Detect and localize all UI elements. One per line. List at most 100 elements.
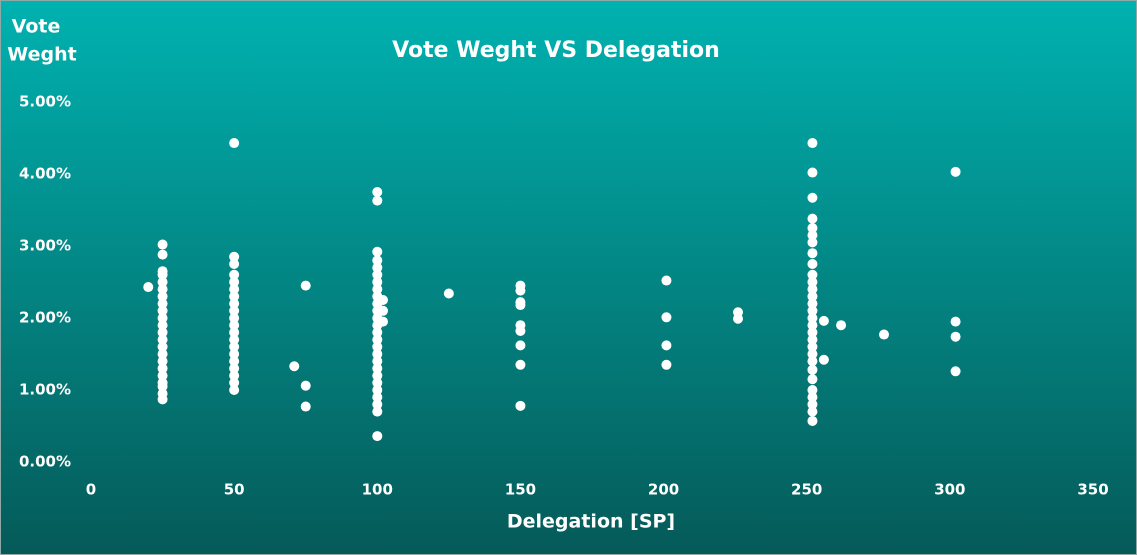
point — [807, 291, 818, 302]
point — [372, 187, 383, 197]
point — [807, 213, 818, 224]
point — [807, 192, 818, 203]
point — [661, 312, 672, 323]
point — [372, 284, 383, 295]
point — [229, 349, 240, 359]
point — [229, 259, 240, 269]
point — [807, 223, 818, 233]
point — [807, 334, 818, 345]
point — [157, 370, 168, 381]
point — [378, 305, 389, 316]
point — [950, 316, 961, 327]
point — [229, 363, 240, 374]
point — [300, 280, 311, 291]
point — [807, 320, 818, 331]
point — [229, 334, 240, 345]
point — [372, 255, 383, 266]
y-axis-label: Vote — [12, 16, 61, 38]
point — [157, 341, 168, 352]
chart-title: Vote Weght VS Delegation — [392, 38, 720, 63]
point — [378, 295, 389, 305]
point — [515, 340, 526, 351]
point — [807, 259, 818, 269]
y-tick-label: 2.00% — [19, 309, 71, 327]
point — [807, 349, 818, 359]
point — [372, 341, 383, 352]
point — [807, 237, 818, 248]
x-tick-label: 200 — [648, 481, 679, 499]
point — [372, 363, 383, 374]
point — [372, 385, 383, 395]
point — [229, 277, 240, 287]
point — [372, 377, 383, 388]
point — [157, 269, 168, 280]
point — [229, 341, 240, 352]
point — [157, 284, 168, 295]
y-tick-label: 1.00% — [19, 381, 71, 399]
point — [661, 340, 672, 351]
point — [807, 277, 818, 287]
point — [836, 320, 847, 331]
point — [807, 269, 818, 280]
point — [157, 320, 168, 331]
point — [818, 315, 829, 326]
point — [807, 356, 818, 367]
x-tick-label: 50 — [224, 481, 245, 499]
point — [372, 334, 383, 345]
point — [157, 381, 168, 392]
point — [143, 282, 154, 293]
point — [372, 370, 383, 381]
point — [229, 298, 240, 309]
point — [807, 305, 818, 316]
point — [950, 166, 961, 177]
x-tick-label: 300 — [934, 481, 965, 499]
x-tick-label: 0 — [86, 481, 96, 499]
y-axis-label: Weght — [7, 44, 76, 66]
point — [807, 392, 818, 403]
point — [229, 313, 240, 323]
point — [372, 269, 383, 280]
point — [733, 313, 744, 324]
point — [372, 392, 383, 403]
point — [157, 277, 168, 287]
point — [807, 138, 818, 149]
point — [157, 249, 168, 260]
y-tick-label: 4.00% — [19, 165, 71, 183]
point — [807, 298, 818, 309]
point — [807, 327, 818, 338]
point — [372, 399, 383, 410]
point — [229, 305, 240, 316]
point — [807, 230, 818, 241]
point — [229, 377, 240, 388]
point — [289, 361, 300, 372]
point — [157, 327, 168, 338]
point — [818, 354, 829, 365]
point — [229, 251, 240, 262]
point — [807, 284, 818, 295]
x-tick-label: 150 — [505, 481, 536, 499]
point — [807, 415, 818, 426]
point — [229, 269, 240, 280]
point — [372, 356, 383, 367]
point — [807, 248, 818, 259]
x-tick-label: 350 — [1077, 481, 1108, 499]
point — [515, 300, 526, 311]
point — [372, 431, 383, 442]
y-tick-label: 0.00% — [19, 453, 71, 471]
point — [807, 374, 818, 385]
point — [372, 262, 383, 273]
point — [157, 239, 168, 250]
point — [372, 277, 383, 287]
x-axis-label: Delegation [SP] — [507, 511, 675, 533]
point — [157, 349, 168, 359]
y-tick-label: 5.00% — [19, 93, 71, 111]
x-tick-label: 100 — [362, 481, 393, 499]
point — [372, 327, 383, 338]
point — [372, 195, 383, 206]
point — [807, 399, 818, 410]
point — [443, 288, 454, 299]
point — [807, 385, 818, 395]
point — [372, 406, 383, 417]
